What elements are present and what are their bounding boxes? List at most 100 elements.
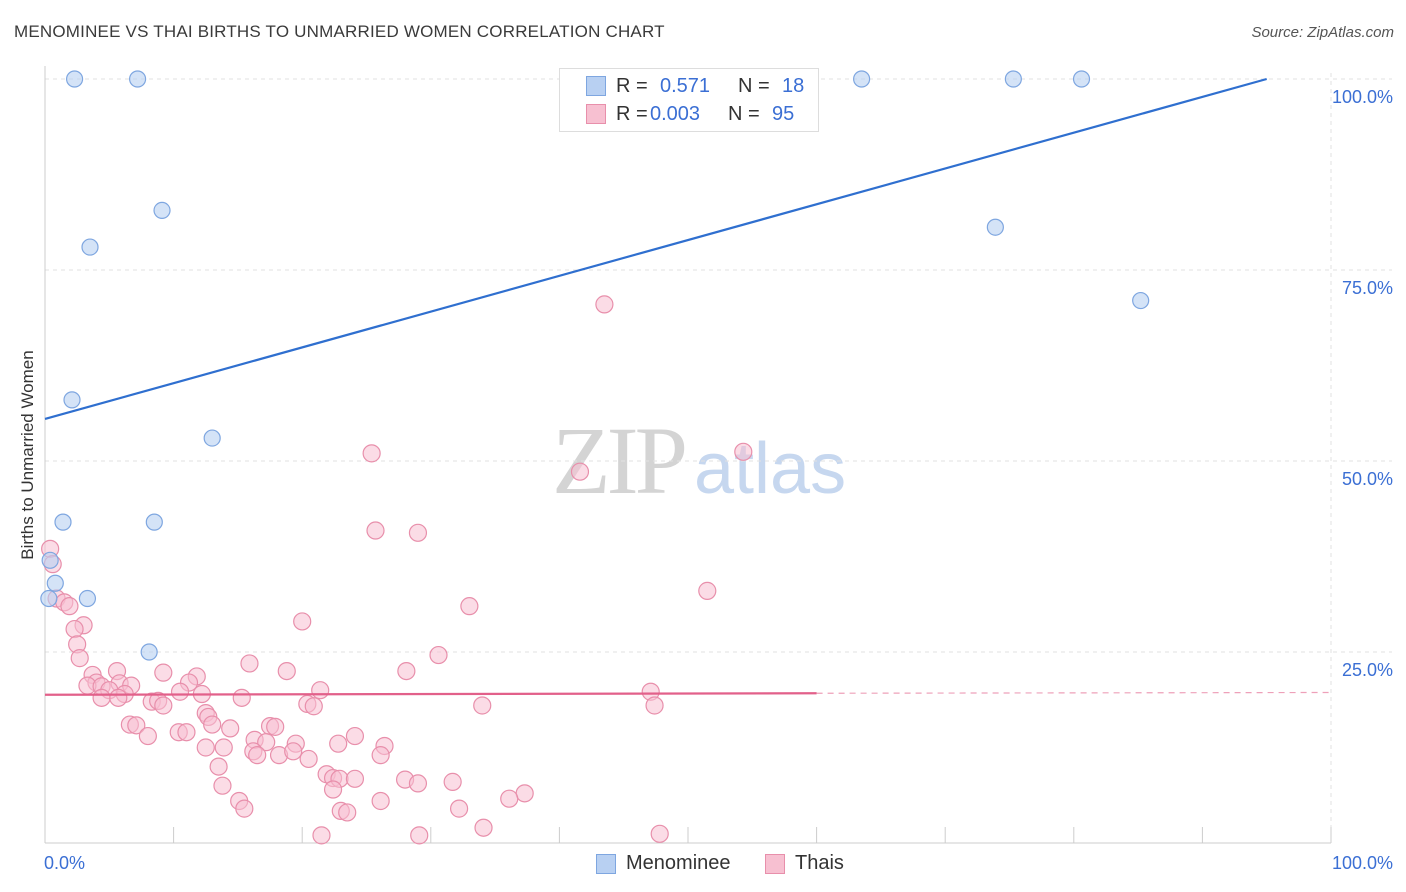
menominee-point — [1072, 70, 1091, 88]
legend-r-value: 0.571 — [660, 74, 711, 97]
thais-point — [408, 774, 428, 793]
thais-point — [362, 444, 381, 463]
thais-point — [371, 791, 390, 811]
thais-point — [338, 803, 357, 822]
thais-point — [235, 799, 254, 818]
legend-n-label: N = — [738, 74, 770, 97]
bottom-legend-swatch-menominee — [596, 853, 616, 874]
legend-n-label: N = — [728, 102, 760, 125]
bottom-legend-menominee: Menominee — [596, 852, 731, 875]
thais-point — [311, 681, 330, 700]
menominee-trend-line — [44, 77, 1267, 421]
menominee-point — [145, 513, 163, 531]
thais-point — [408, 523, 428, 542]
bottom-legend-swatch-thais — [765, 853, 785, 874]
thais-trend-line — [44, 692, 817, 696]
thais-point — [570, 462, 590, 481]
thais-point — [443, 772, 462, 791]
thais-point — [500, 789, 519, 808]
thais-point — [266, 717, 285, 736]
menominee-point — [853, 70, 871, 88]
legend-swatch-menominee — [586, 76, 606, 96]
menominee-point — [1004, 70, 1022, 88]
menominee-point — [65, 70, 84, 88]
thais-point — [214, 738, 233, 757]
thais-point — [213, 776, 232, 795]
thais-point — [460, 597, 479, 616]
stats-legend: R = 0.571 N = 18 R = 0.003 N = 95 — [559, 68, 819, 132]
thais-point — [60, 597, 79, 616]
chart-title: MENOMINEE VS THAI BIRTHS TO UNMARRIED WO… — [14, 22, 665, 41]
source-label: Source: ZipAtlas.com — [1251, 24, 1394, 41]
x-tick-label: 100.0% — [1332, 853, 1393, 873]
thais-point — [240, 654, 259, 673]
thais-point — [232, 688, 251, 707]
thais-point — [92, 688, 111, 707]
thais-point — [154, 663, 173, 682]
menominee-point — [986, 218, 1004, 236]
menominee-point — [1132, 291, 1150, 310]
menominee-point — [153, 201, 171, 220]
legend-r-label: R = — [616, 74, 648, 97]
menominee-point — [203, 429, 221, 447]
thais-point — [473, 696, 492, 715]
thais-trend-extension — [816, 691, 1332, 694]
legend-r-value: 0.003 — [650, 102, 701, 125]
legend-row-thais: R = 0.003 N = 95 — [560, 99, 794, 129]
menominee-point — [46, 574, 64, 592]
y-tick-label: 100.0% — [1332, 87, 1393, 107]
thais-point — [196, 738, 215, 757]
menominee-point — [128, 70, 147, 88]
thais-point — [127, 716, 146, 735]
thais-point — [366, 521, 385, 540]
thais-point — [698, 581, 717, 600]
thais-point — [429, 645, 448, 665]
legend-n-value: 18 — [782, 74, 805, 97]
legend-n-value: 95 — [772, 102, 795, 125]
bottom-legend-label-thais: Thais — [795, 852, 844, 874]
watermark-atlas: atlas — [694, 429, 847, 509]
thais-point — [277, 661, 296, 681]
thais-point — [248, 746, 267, 765]
thais-point — [345, 726, 365, 746]
thais-point — [323, 780, 343, 799]
thais-point — [371, 746, 390, 765]
thais-point — [65, 619, 84, 639]
x-tick-label: 0.0% — [44, 853, 85, 873]
y-tick-label: 50.0% — [1342, 469, 1393, 489]
thais-point — [645, 696, 664, 715]
thais-point — [221, 719, 240, 738]
menominee-point — [140, 643, 158, 661]
thais-point — [109, 688, 128, 707]
thais-point — [70, 649, 89, 668]
bottom-legend-label-menominee: Menominee — [626, 852, 731, 874]
thais-point — [154, 696, 173, 715]
thais-point — [299, 749, 318, 769]
thais-point — [650, 824, 669, 843]
menominee-point — [63, 391, 81, 409]
thais-point — [449, 799, 469, 818]
legend-row-menominee: R = 0.571 N = 18 — [560, 71, 804, 101]
thais-point — [312, 826, 331, 845]
legend-r-label: R = — [616, 102, 648, 125]
thais-point — [203, 715, 222, 734]
y-tick-label: 25.0% — [1342, 660, 1393, 680]
thais-point — [293, 612, 312, 631]
legend-swatch-thais — [586, 104, 606, 124]
menominee-point — [54, 513, 72, 531]
thais-point — [138, 726, 157, 746]
menominee-point — [81, 238, 99, 256]
y-tick-label: 75.0% — [1342, 278, 1393, 298]
thais-point — [304, 697, 323, 716]
thais-point — [257, 733, 276, 752]
thais-point — [734, 442, 753, 461]
thais-point — [284, 742, 303, 761]
thais-point — [515, 784, 534, 803]
thais-point — [410, 826, 429, 845]
y-axis-title: Births to Unmarried Women — [18, 350, 37, 560]
menominee-point — [78, 589, 97, 608]
thais-point — [474, 818, 493, 837]
menominee-point — [40, 589, 58, 608]
thais-point — [595, 295, 614, 314]
